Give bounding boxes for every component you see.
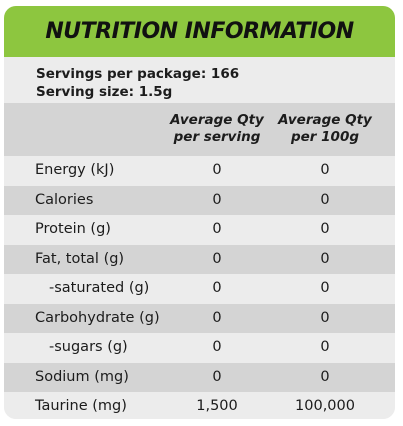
table-row: Taurine (mg) 1,500 100,000	[4, 392, 395, 419]
nutrient-name: Calories	[35, 191, 94, 208]
nutrient-name: Carbohydrate (g)	[35, 309, 160, 326]
value-per-100g: 0	[320, 339, 330, 355]
value-per-serving: 0	[212, 250, 222, 267]
nutrient-name: Taurine (mg)	[35, 398, 127, 414]
column-header-per-serving-line1: Average Qty	[170, 112, 264, 128]
panel-title: NUTRITION INFORMATION	[45, 19, 354, 44]
panel-header: NUTRITION INFORMATION	[4, 6, 395, 57]
value-per-100g: 0	[320, 368, 330, 385]
serving-info: Servings per package: 166 Serving size: …	[4, 57, 395, 103]
value-per-serving: 0	[212, 191, 222, 208]
value-per-100g: 0	[320, 250, 330, 267]
value-per-serving: 1,500	[196, 398, 238, 414]
value-per-serving: 0	[212, 162, 222, 178]
table-row: -sugars (g) 0 0	[4, 333, 395, 363]
nutrient-name: Protein (g)	[35, 221, 111, 237]
value-per-100g: 0	[320, 162, 330, 178]
column-header-per-100g: Average Qty per 100g	[265, 112, 385, 146]
nutrition-panel: NUTRITION INFORMATION Servings per packa…	[4, 6, 395, 419]
value-per-100g: 0	[320, 280, 330, 296]
servings-per-package: Servings per package: 166	[36, 66, 240, 82]
column-header-per-100g-line1: Average Qty	[278, 112, 372, 128]
column-header-per-serving-line2: per serving	[173, 129, 261, 145]
nutrient-name: Sodium (mg)	[35, 368, 129, 385]
column-header-per-serving: Average Qty per serving	[157, 112, 277, 146]
table-row: Protein (g) 0 0	[4, 215, 395, 245]
table-row: Fat, total (g) 0 0	[4, 244, 395, 274]
column-header-row: Average Qty per serving Average Qty per …	[4, 103, 395, 156]
column-header-per-100g-line2: per 100g	[290, 129, 360, 145]
table-row: Carbohydrate (g) 0 0	[4, 303, 395, 333]
nutrient-name: Energy (kJ)	[35, 162, 115, 178]
nutrient-name: Fat, total (g)	[35, 250, 125, 267]
value-per-100g: 0	[320, 221, 330, 237]
value-per-100g: 100,000	[295, 398, 355, 414]
table-row: Calories 0 0	[4, 185, 395, 215]
table-row: Sodium (mg) 0 0	[4, 362, 395, 392]
value-per-serving: 0	[212, 339, 222, 355]
value-per-100g: 0	[320, 191, 330, 208]
nutrient-name: -sugars (g)	[49, 339, 128, 355]
value-per-serving: 0	[212, 368, 222, 385]
value-per-100g: 0	[320, 309, 330, 326]
value-per-serving: 0	[212, 280, 222, 296]
value-per-serving: 0	[212, 309, 222, 326]
serving-size: Serving size: 1.5g	[36, 84, 173, 100]
nutrient-name: -saturated (g)	[49, 280, 150, 296]
table-row: Energy (kJ) 0 0	[4, 156, 395, 186]
table-row: -saturated (g) 0 0	[4, 274, 395, 304]
value-per-serving: 0	[212, 221, 222, 237]
